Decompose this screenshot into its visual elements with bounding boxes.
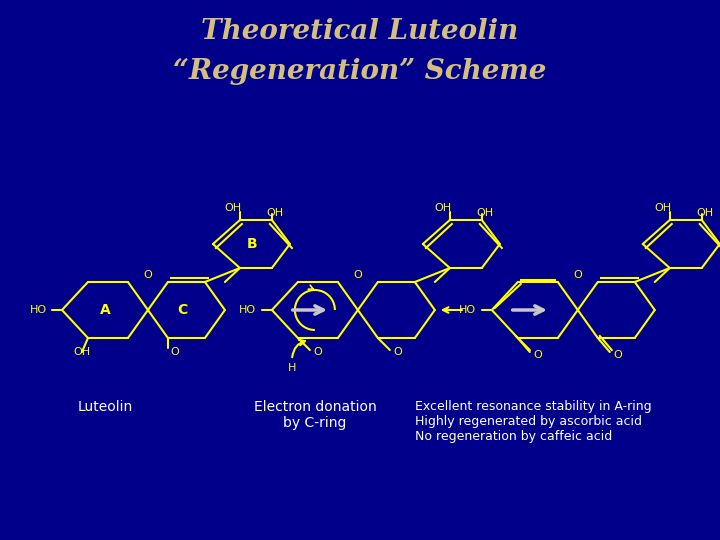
Text: OH: OH bbox=[696, 208, 714, 218]
Text: H: H bbox=[288, 363, 296, 373]
Text: OH: OH bbox=[476, 208, 493, 218]
Text: OH: OH bbox=[225, 203, 241, 213]
Text: O: O bbox=[534, 350, 542, 360]
Text: OH: OH bbox=[266, 208, 284, 218]
Text: HO: HO bbox=[30, 305, 47, 315]
Text: Theoretical Luteolin: Theoretical Luteolin bbox=[202, 18, 518, 45]
Text: OH: OH bbox=[654, 203, 671, 213]
Text: B: B bbox=[246, 237, 257, 251]
Text: O: O bbox=[171, 347, 179, 357]
Text: OH: OH bbox=[73, 347, 91, 357]
Text: Luteolin: Luteolin bbox=[77, 400, 132, 414]
Text: O: O bbox=[143, 270, 153, 280]
Text: O: O bbox=[354, 270, 362, 280]
Text: O: O bbox=[394, 347, 402, 357]
Text: OH: OH bbox=[434, 203, 451, 213]
Text: O: O bbox=[313, 347, 323, 357]
Text: “Regeneration” Scheme: “Regeneration” Scheme bbox=[174, 58, 546, 85]
Text: A: A bbox=[99, 303, 110, 317]
Text: Electron donation
by C-ring: Electron donation by C-ring bbox=[253, 400, 377, 430]
Text: C: C bbox=[177, 303, 187, 317]
Text: O: O bbox=[613, 350, 622, 360]
Text: HO: HO bbox=[459, 305, 477, 315]
Text: O: O bbox=[573, 270, 582, 280]
Text: HO: HO bbox=[239, 305, 256, 315]
Text: Excellent resonance stability in A-ring
Highly regenerated by ascorbic acid
No r: Excellent resonance stability in A-ring … bbox=[415, 400, 652, 443]
